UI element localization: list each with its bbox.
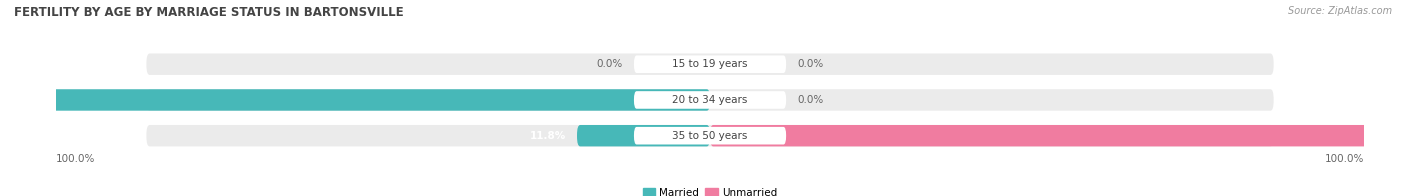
Text: 20 to 34 years: 20 to 34 years xyxy=(672,95,748,105)
Text: 0.0%: 0.0% xyxy=(596,59,623,69)
FancyBboxPatch shape xyxy=(634,127,786,144)
FancyBboxPatch shape xyxy=(710,125,1406,146)
Text: 35 to 50 years: 35 to 50 years xyxy=(672,131,748,141)
FancyBboxPatch shape xyxy=(634,91,786,109)
FancyBboxPatch shape xyxy=(146,54,1274,75)
Text: 0.0%: 0.0% xyxy=(797,59,824,69)
FancyBboxPatch shape xyxy=(146,89,1274,111)
Text: 15 to 19 years: 15 to 19 years xyxy=(672,59,748,69)
FancyBboxPatch shape xyxy=(0,89,710,111)
Text: Source: ZipAtlas.com: Source: ZipAtlas.com xyxy=(1288,6,1392,16)
Text: 11.8%: 11.8% xyxy=(530,131,565,141)
Text: 100.0%: 100.0% xyxy=(56,154,96,164)
FancyBboxPatch shape xyxy=(146,125,1274,146)
Text: 100.0%: 100.0% xyxy=(1324,154,1364,164)
Text: 0.0%: 0.0% xyxy=(797,95,824,105)
FancyBboxPatch shape xyxy=(576,125,710,146)
Legend: Married, Unmarried: Married, Unmarried xyxy=(638,183,782,196)
Text: FERTILITY BY AGE BY MARRIAGE STATUS IN BARTONSVILLE: FERTILITY BY AGE BY MARRIAGE STATUS IN B… xyxy=(14,6,404,19)
FancyBboxPatch shape xyxy=(634,55,786,73)
